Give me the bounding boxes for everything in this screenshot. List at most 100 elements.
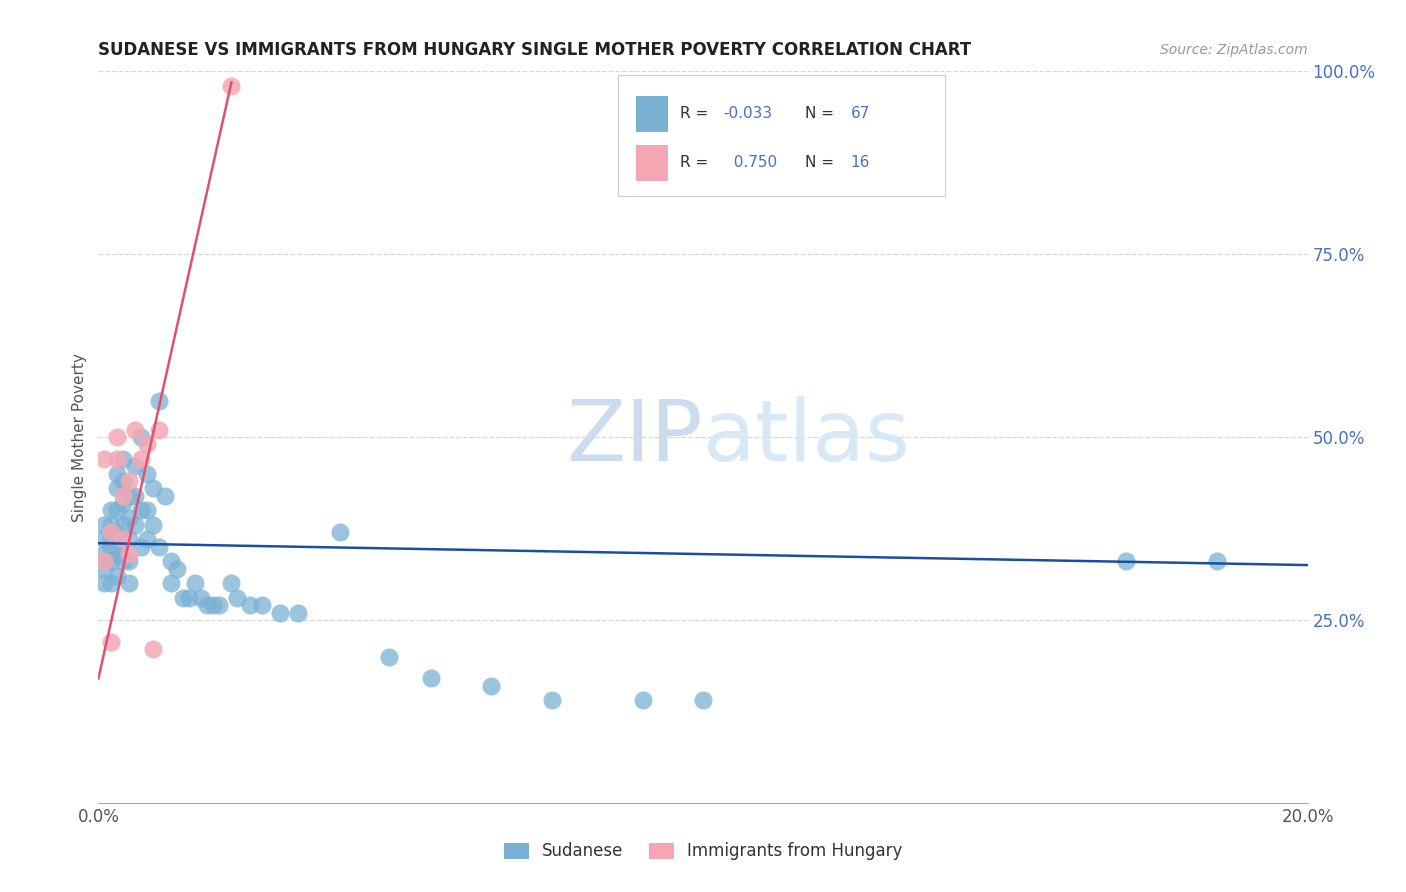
Point: [329, 525, 352, 540]
Text: R =: R =: [681, 155, 713, 170]
Text: 67: 67: [851, 106, 870, 121]
Point: [124, 489, 146, 503]
Point: [129, 452, 152, 467]
Point: [179, 591, 201, 605]
Point: [540, 693, 562, 707]
Point: [269, 606, 291, 620]
Point: [221, 78, 243, 93]
Point: [481, 679, 503, 693]
Point: [100, 533, 122, 547]
Point: [135, 467, 157, 481]
Point: [100, 554, 122, 568]
Point: [93, 547, 115, 561]
FancyBboxPatch shape: [637, 95, 668, 132]
Point: [124, 423, 146, 437]
Point: [202, 599, 225, 613]
Point: [93, 562, 115, 576]
Point: [111, 496, 134, 510]
Point: [105, 430, 128, 444]
Point: [287, 606, 309, 620]
Point: [160, 576, 183, 591]
Point: [105, 525, 128, 540]
Point: [1206, 554, 1229, 568]
Point: [111, 474, 134, 488]
Point: [100, 503, 122, 517]
Point: [172, 591, 194, 605]
Point: [226, 591, 249, 605]
Point: [160, 554, 183, 568]
Point: [135, 503, 157, 517]
FancyBboxPatch shape: [637, 145, 668, 181]
Point: [153, 489, 176, 503]
Point: [142, 481, 165, 495]
Point: [250, 599, 273, 613]
Point: [111, 554, 134, 568]
Point: [420, 672, 443, 686]
Point: [118, 547, 141, 561]
Text: -0.033: -0.033: [724, 106, 773, 121]
Point: [129, 540, 152, 554]
Point: [129, 430, 152, 444]
Point: [118, 576, 141, 591]
Point: [190, 591, 212, 605]
Text: atlas: atlas: [703, 395, 911, 479]
Point: [692, 693, 714, 707]
Y-axis label: Single Mother Poverty: Single Mother Poverty: [72, 352, 87, 522]
Point: [111, 540, 134, 554]
Point: [221, 576, 243, 591]
Text: SUDANESE VS IMMIGRANTS FROM HUNGARY SINGLE MOTHER POVERTY CORRELATION CHART: SUDANESE VS IMMIGRANTS FROM HUNGARY SING…: [98, 41, 972, 59]
Point: [184, 576, 207, 591]
Point: [124, 517, 146, 532]
Point: [93, 554, 115, 568]
Point: [100, 576, 122, 591]
Point: [148, 393, 170, 408]
Point: [129, 503, 152, 517]
Point: [105, 467, 128, 481]
Text: R =: R =: [681, 106, 713, 121]
Point: [208, 599, 231, 613]
Text: 16: 16: [851, 155, 870, 170]
Point: [142, 517, 165, 532]
Point: [166, 562, 188, 576]
Point: [377, 649, 399, 664]
Point: [135, 437, 157, 451]
Point: [100, 525, 122, 540]
FancyBboxPatch shape: [619, 75, 945, 195]
Point: [100, 517, 122, 532]
Point: [195, 599, 218, 613]
Point: [118, 554, 141, 568]
Text: ZIP: ZIP: [567, 395, 703, 479]
Point: [105, 481, 128, 495]
Text: N =: N =: [804, 155, 838, 170]
Point: [100, 635, 122, 649]
Text: 0.750: 0.750: [724, 155, 776, 170]
Point: [118, 510, 141, 524]
Point: [93, 452, 115, 467]
Point: [631, 693, 654, 707]
Point: [111, 517, 134, 532]
Point: [111, 489, 134, 503]
Point: [93, 533, 115, 547]
Point: [118, 489, 141, 503]
Point: [93, 576, 115, 591]
Point: [135, 533, 157, 547]
Point: [105, 547, 128, 561]
Point: [124, 459, 146, 474]
Point: [105, 452, 128, 467]
Point: [118, 474, 141, 488]
Point: [148, 423, 170, 437]
Point: [148, 540, 170, 554]
Point: [111, 533, 134, 547]
Point: [100, 540, 122, 554]
Point: [142, 642, 165, 657]
Point: [105, 569, 128, 583]
Text: Source: ZipAtlas.com: Source: ZipAtlas.com: [1160, 43, 1308, 57]
Point: [239, 599, 262, 613]
Point: [105, 503, 128, 517]
Point: [1115, 554, 1137, 568]
Point: [111, 452, 134, 467]
Text: N =: N =: [804, 106, 838, 121]
Point: [118, 533, 141, 547]
Legend: Sudanese, Immigrants from Hungary: Sudanese, Immigrants from Hungary: [503, 842, 903, 860]
Point: [93, 517, 115, 532]
